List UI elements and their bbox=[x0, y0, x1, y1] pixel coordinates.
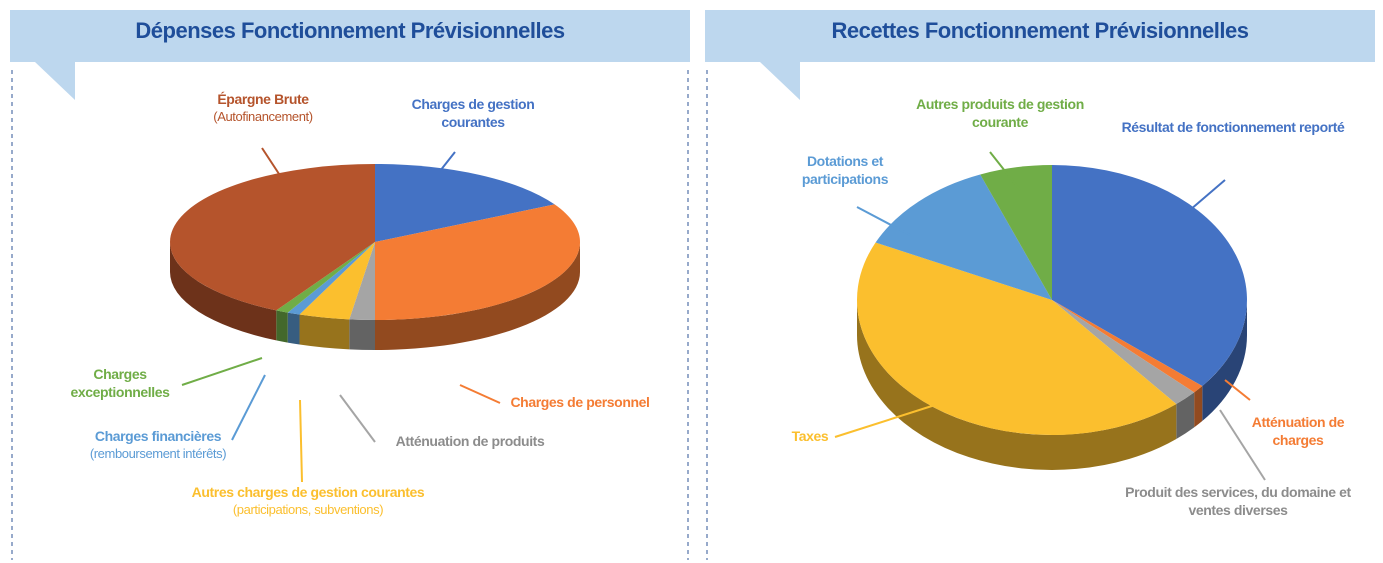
leader-line bbox=[1219, 409, 1266, 481]
slice-side bbox=[375, 242, 580, 350]
category-label: Produit des services, du domaine et vent… bbox=[1125, 484, 1351, 518]
slice-side bbox=[170, 242, 277, 341]
slice bbox=[349, 242, 375, 320]
category-label: Taxes bbox=[791, 428, 829, 444]
slice-side bbox=[287, 312, 300, 345]
slice bbox=[1052, 300, 1203, 393]
slice bbox=[375, 204, 581, 320]
header-bar bbox=[705, 10, 1375, 100]
slice bbox=[1052, 165, 1247, 387]
slice bbox=[980, 165, 1052, 300]
leader-line bbox=[231, 374, 266, 441]
slice-label: Dotations et participations bbox=[780, 152, 910, 188]
slice-side bbox=[349, 319, 375, 350]
slice-label: Charges financières (remboursement intérê… bbox=[58, 427, 258, 463]
category-sublabel: (remboursement intérêts) bbox=[89, 446, 227, 461]
leader-line bbox=[181, 357, 263, 386]
slice-label: Autres produits de gestion courante bbox=[915, 95, 1085, 131]
slice bbox=[299, 242, 375, 320]
slice bbox=[276, 242, 375, 313]
slice-label: Charges de personnel bbox=[485, 393, 675, 411]
slice-label: Charges exceptionnelles bbox=[60, 365, 180, 401]
slice-label: Épargne Brute (Autofinancement) bbox=[173, 90, 353, 126]
leader-line bbox=[856, 206, 911, 236]
slice-side bbox=[1202, 300, 1247, 422]
slice-side bbox=[299, 314, 350, 350]
category-label: Atténuation de produits bbox=[395, 433, 545, 449]
leader-line bbox=[1224, 379, 1251, 401]
slice-side bbox=[857, 300, 1177, 471]
slice-label: Résultat de fonctionnement reporté bbox=[1118, 118, 1348, 136]
leader-line bbox=[261, 147, 284, 181]
category-label: Charges exceptionnelles bbox=[70, 366, 170, 400]
category-label: Dotations et participations bbox=[801, 153, 889, 187]
leader-line bbox=[339, 394, 376, 443]
slice bbox=[170, 164, 375, 311]
slice bbox=[375, 164, 555, 242]
slice bbox=[287, 242, 375, 315]
category-label: Autres produits de gestion courante bbox=[916, 96, 1084, 130]
category-label: Épargne Brute bbox=[217, 91, 309, 107]
category-label: Atténuation de charges bbox=[1251, 414, 1345, 448]
slice-side bbox=[276, 310, 288, 343]
leader-line bbox=[424, 151, 456, 191]
slice-side bbox=[1176, 392, 1195, 440]
slice-label: Produit des services, du domaine et vent… bbox=[1123, 483, 1353, 519]
category-sublabel: (Autofinancement) bbox=[213, 109, 313, 124]
slice bbox=[875, 174, 1052, 300]
slice-label: Autres charges de gestion courantes (part… bbox=[148, 483, 468, 519]
leader-line bbox=[1189, 179, 1226, 211]
slice-label: Atténuation de produits bbox=[370, 432, 570, 450]
slice bbox=[857, 242, 1177, 436]
category-sublabel: (participations, subventions) bbox=[232, 502, 384, 517]
category-label: Autres charges de gestion courantes bbox=[191, 484, 425, 500]
leader-line bbox=[834, 404, 936, 438]
slice bbox=[1052, 300, 1195, 405]
leader-line bbox=[989, 151, 1021, 191]
slice-label: Taxes bbox=[770, 427, 850, 445]
slice-side bbox=[1194, 386, 1203, 428]
slice-label: Atténuation de charges bbox=[1248, 413, 1348, 449]
chart-title: Recettes Fonctionnement Prévisionnelles bbox=[831, 18, 1249, 43]
category-label: Charges de gestion courantes bbox=[411, 96, 535, 130]
leader-line bbox=[299, 399, 303, 483]
chart-title: Dépenses Fonctionnement Prévisionnelles bbox=[135, 18, 565, 43]
category-label: Charges financières bbox=[94, 428, 222, 444]
header-bar bbox=[10, 10, 690, 100]
category-label: Résultat de fonctionnement reporté bbox=[1121, 119, 1345, 135]
slice-label: Charges de gestion courantes bbox=[388, 95, 558, 131]
leader-line bbox=[459, 384, 501, 404]
category-label: Charges de personnel bbox=[510, 394, 650, 410]
